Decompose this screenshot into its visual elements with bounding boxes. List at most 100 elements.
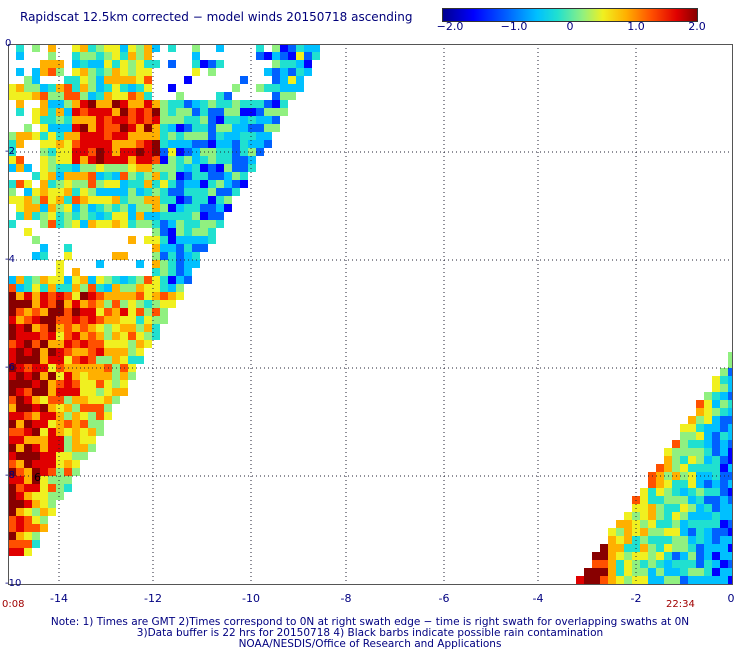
wind-diff-cell [104,92,112,100]
wind-diff-cell [16,92,24,100]
wind-diff-cell [248,132,256,140]
wind-diff-cell [640,512,648,520]
wind-diff-cell [112,308,120,316]
wind-diff-cell [112,116,120,124]
wind-diff-cell [88,196,96,204]
wind-diff-cell [40,308,48,316]
wind-diff-cell [80,84,88,92]
wind-diff-cell [88,444,96,452]
wind-diff-cell [88,428,96,436]
wind-diff-cell [64,156,72,164]
wind-diff-cell [176,100,184,108]
wind-diff-cell [176,284,184,292]
wind-diff-cell [144,284,152,292]
wind-diff-cell [32,436,40,444]
wind-diff-cell [16,452,24,460]
wind-diff-cell [696,568,704,576]
wind-diff-cell [48,324,56,332]
wind-diff-cell [640,552,648,560]
wind-diff-cell [104,212,112,220]
wind-diff-cell [128,236,136,244]
wind-diff-cell [32,316,40,324]
wind-diff-cell [16,516,24,524]
wind-diff-cell [728,400,733,408]
wind-diff-cell [136,52,144,60]
wind-diff-cell [192,52,200,60]
wind-diff-cell [8,164,16,172]
wind-diff-cell [648,544,656,552]
wind-diff-cell [680,480,688,488]
wind-diff-cell [216,108,224,116]
wind-diff-cell [144,92,152,100]
wind-diff-cell [16,204,24,212]
wind-diff-cell [720,424,728,432]
wind-diff-cell [728,568,733,576]
wind-diff-cell [160,316,168,324]
wind-diff-cell [584,568,592,576]
wind-diff-cell [40,132,48,140]
wind-diff-cell [120,348,128,356]
wind-diff-cell [640,576,648,584]
wind-diff-cell [40,220,48,228]
wind-diff-cell [48,356,56,364]
wind-diff-cell [280,108,288,116]
wind-diff-cell [40,524,48,532]
wind-diff-cell [80,372,88,380]
wind-diff-cell [256,124,264,132]
wind-diff-cell [704,520,712,528]
wind-diff-cell [56,188,64,196]
wind-diff-cell [48,388,56,396]
wind-diff-cell [224,188,232,196]
wind-diff-cell [120,220,128,228]
wind-diff-cell [80,68,88,76]
wind-diff-cell [88,436,96,444]
wind-diff-cell [120,324,128,332]
wind-diff-cell [120,44,128,52]
wind-diff-cell [64,356,72,364]
wind-diff-cell [160,292,168,300]
wind-diff-cell [96,172,104,180]
wind-diff-cell [144,220,152,228]
wind-diff-cell [656,552,664,560]
footnote-line-1: Note: 1) Times are GMT 2)Times correspon… [50,616,690,628]
wind-diff-cell [72,436,80,444]
wind-difference-map: 6 [8,44,733,585]
wind-diff-cell [176,268,184,276]
wind-diff-cell [64,164,72,172]
wind-diff-cell [72,172,80,180]
wind-diff-cell [136,308,144,316]
wind-diff-cell [120,188,128,196]
wind-diff-cell [728,464,733,472]
wind-diff-cell [728,448,733,456]
wind-diff-cell [728,360,733,368]
wind-diff-cell [24,372,32,380]
wind-diff-cell [48,188,56,196]
wind-diff-cell [152,300,160,308]
wind-diff-cell [280,92,288,100]
wind-diff-cell [8,404,16,412]
wind-diff-cell [200,196,208,204]
wind-diff-cell [56,388,64,396]
wind-diff-cell [96,132,104,140]
wind-diff-cell [32,276,40,284]
wind-diff-cell [688,424,696,432]
wind-diff-cell [104,196,112,204]
wind-diff-cell [200,244,208,252]
wind-diff-cell [104,340,112,348]
wind-diff-cell [680,552,688,560]
wind-diff-cell [136,356,144,364]
wind-diff-cell [160,300,168,308]
wind-diff-cell [176,116,184,124]
wind-diff-cell [96,188,104,196]
y-tick-label: -6 [5,362,15,373]
wind-diff-cell [672,560,680,568]
wind-diff-cell [672,504,680,512]
wind-diff-cell [728,472,733,480]
wind-diff-cell [16,404,24,412]
wind-diff-cell [248,124,256,132]
wind-diff-cell [32,308,40,316]
wind-diff-cell [704,456,712,464]
wind-diff-cell [224,92,232,100]
wind-diff-cell [64,300,72,308]
wind-diff-cell [8,356,16,364]
